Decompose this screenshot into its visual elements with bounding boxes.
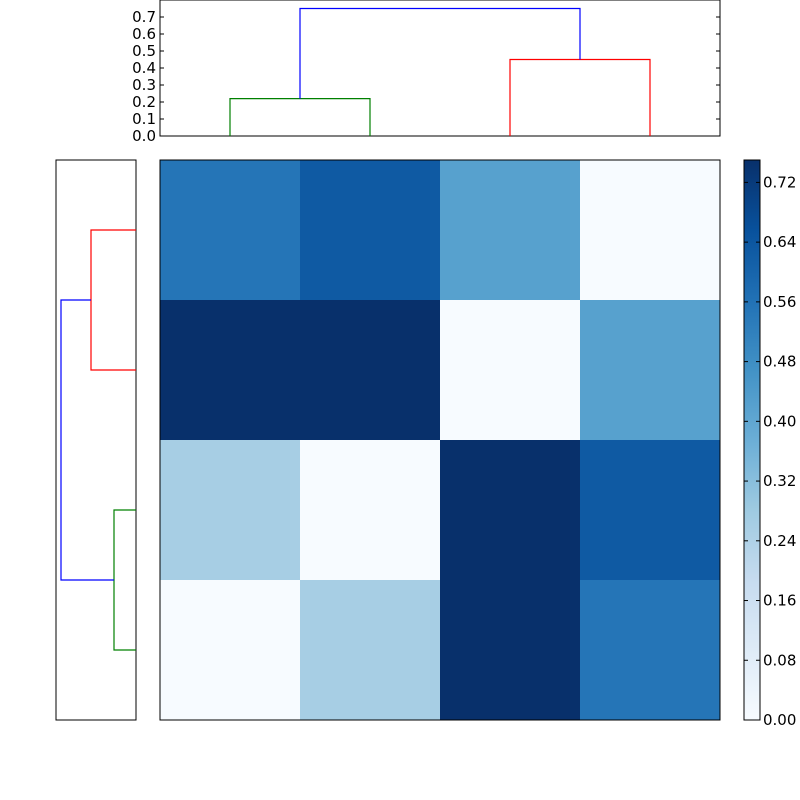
heatmap-cell-r3-c0 [160, 580, 301, 721]
heatmap-cell-r2-c0 [160, 440, 301, 581]
heatmap-cell-r1-c3 [580, 300, 721, 441]
top-dendrogram-link-1 [509, 58, 651, 136]
heatmap-cell-r0-c1 [300, 160, 441, 301]
top-ytick-label: 0.7 [132, 8, 156, 26]
heatmap-cell-r3-c3 [580, 580, 721, 721]
heatmap-cell-r2-c2 [440, 440, 581, 581]
heatmap-cell-r3-c1 [300, 580, 441, 721]
heatmap-cell-r0-c0 [160, 160, 301, 301]
heatmap-cell-r2-c3 [580, 440, 721, 581]
colorbar-gradient [744, 160, 760, 720]
top-dendrogram-frame [159, 0, 721, 137]
colorbar: 0.00 0.08 0.16 0.24 0.32 0.40 0.48 0.56 0.64 0.72 [743, 159, 796, 729]
top-ytick-label: 0.6 [132, 25, 156, 43]
heatmap [159, 159, 721, 721]
heatmap-frame [159, 159, 721, 721]
left-dendrogram [55, 159, 137, 721]
colorbar-tick-label: 0.48 [763, 353, 796, 371]
heatmap-cell-r1-c2 [440, 300, 581, 441]
top-ytick-label: 0.5 [132, 42, 156, 60]
left-dendrogram-link-0 [90, 229, 136, 371]
colorbar-tick-label: 0.56 [763, 293, 796, 311]
colorbar-tick-label: 0.24 [763, 532, 796, 550]
heatmap-cell-r1-c0 [160, 300, 301, 441]
colorbar-tick-label: 0.40 [763, 412, 796, 430]
top-ytick-label: 0.3 [132, 76, 156, 94]
heatmap-cell-r0-c2 [440, 160, 581, 301]
colorbar-tick-label: 0.32 [763, 472, 796, 490]
left-dendrogram-link-2 [60, 299, 114, 581]
heatmap-cell-r1-c1 [300, 300, 441, 441]
top-ytick-label: 0.1 [132, 110, 156, 128]
left-dendrogram-link-1 [113, 509, 136, 651]
colorbar-tick-label: 0.08 [763, 651, 796, 669]
heatmap-cell-r0-c3 [580, 160, 721, 301]
heatmap-cell-r3-c2 [440, 580, 581, 721]
top-ytick-label: 0.4 [132, 59, 156, 77]
colorbar-tick-label: 0.16 [763, 592, 796, 610]
top-ytick-label: 0.2 [132, 93, 156, 111]
left-dendrogram-frame [55, 159, 137, 721]
top-dendrogram-link-2 [299, 7, 581, 99]
colorbar-tick-label: 0.00 [763, 711, 796, 729]
heatmap-cell-r2-c1 [300, 440, 441, 581]
top-dendrogram: 0.00.10.20.30.40.50.60.7 [132, 0, 721, 145]
top-ytick-label: 0.0 [132, 127, 156, 145]
top-dendrogram-link-0 [229, 98, 371, 136]
colorbar-tick-label: 0.64 [763, 233, 796, 251]
colorbar-frame [743, 159, 761, 721]
colorbar-tick-label: 0.72 [763, 173, 796, 191]
